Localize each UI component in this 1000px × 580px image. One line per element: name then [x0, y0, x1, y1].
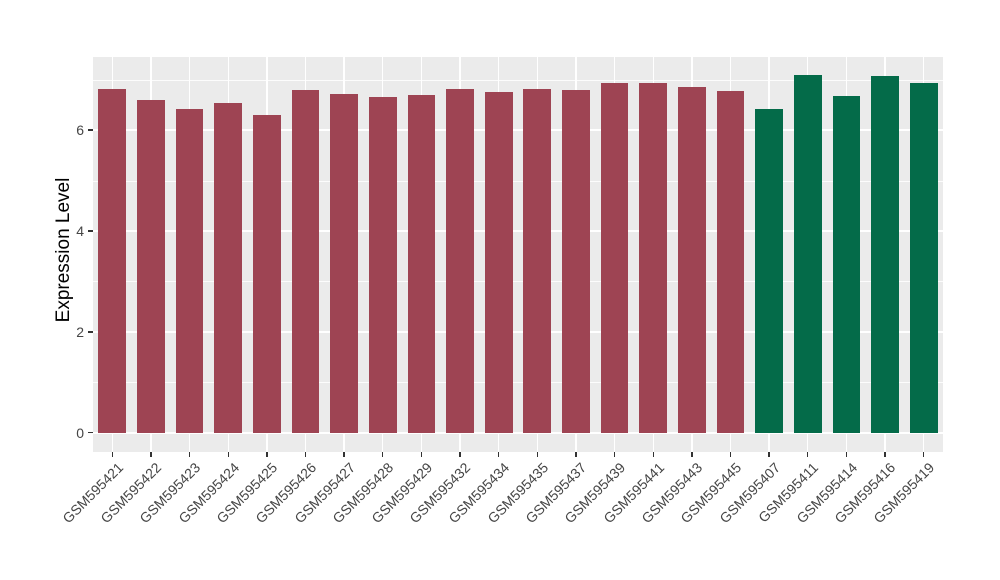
bar-GSM595435 [523, 88, 552, 433]
bar-GSM595424 [214, 103, 243, 433]
y-tick-label: 6 [76, 122, 84, 139]
x-tick-mark [227, 452, 229, 457]
x-tick-mark [729, 452, 732, 457]
x-tick-mark [150, 452, 152, 457]
bar-GSM595428 [368, 96, 397, 433]
bar-GSM595437 [562, 90, 590, 433]
gridline-minor-y [93, 382, 943, 384]
x-tick-mark [884, 452, 886, 457]
bar-GSM595416 [871, 76, 899, 433]
x-tick-mark [188, 452, 191, 457]
bar-GSM595414 [832, 95, 861, 433]
x-tick-mark [498, 452, 500, 457]
bar-GSM595443 [677, 87, 706, 433]
gridline-major-y [93, 230, 943, 232]
bar-GSM595432 [446, 88, 474, 433]
bar-GSM595425 [252, 114, 281, 433]
y-axis-title: Expression Level [53, 177, 74, 323]
x-tick-mark [807, 452, 809, 457]
bar-GSM595445 [716, 90, 745, 433]
bar-GSM595427 [330, 93, 359, 433]
plot-panel [93, 57, 943, 452]
gridline-minor-y [93, 79, 943, 81]
x-tick-mark [420, 452, 423, 457]
x-tick-mark [652, 452, 654, 457]
y-tick-mark [88, 432, 93, 434]
bar-GSM595439 [600, 82, 629, 433]
y-tick-mark [88, 129, 93, 131]
x-tick-mark [845, 452, 848, 457]
bar-GSM595422 [137, 99, 165, 433]
bar-GSM595421 [98, 88, 127, 433]
x-tick-mark [768, 452, 770, 457]
bar-GSM595411 [793, 75, 822, 433]
bar-GSM595407 [755, 108, 784, 433]
x-tick-mark [536, 452, 538, 457]
y-tick-mark [88, 331, 93, 333]
y-tick-label: 0 [76, 424, 84, 441]
bar-GSM595434 [484, 91, 513, 433]
gridline-major-y [93, 129, 943, 131]
x-tick-mark [613, 452, 616, 457]
x-tick-mark [575, 452, 577, 457]
gridline-major-y [93, 432, 943, 434]
bar-GSM595423 [175, 109, 204, 433]
x-tick-mark [304, 452, 307, 457]
bar-GSM595426 [291, 89, 320, 433]
bar-GSM595429 [407, 94, 436, 433]
x-tick-mark [923, 452, 925, 457]
x-tick-mark [691, 452, 693, 457]
bar-GSM595441 [639, 82, 668, 433]
gridline-major-y [93, 331, 943, 333]
y-tick-label: 2 [76, 323, 84, 340]
x-tick-mark [111, 452, 113, 457]
bar-GSM595419 [909, 82, 938, 433]
x-tick-mark [382, 452, 384, 457]
x-tick-mark [343, 452, 345, 457]
x-tick-mark [459, 452, 461, 457]
gridline-minor-y [93, 180, 943, 182]
gridline-minor-y [93, 281, 943, 283]
y-tick-mark [88, 230, 93, 232]
y-tick-label: 4 [76, 223, 84, 240]
x-tick-mark [266, 452, 268, 457]
